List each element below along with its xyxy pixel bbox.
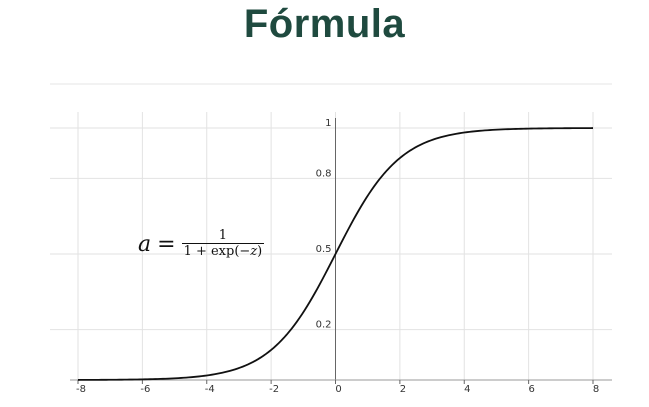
fraction-bar — [181, 243, 265, 244]
x-tick-label: 6 — [528, 384, 534, 395]
formula-fraction: 1 1 + exp(−z) — [181, 228, 265, 260]
formula-denominator-right: ) — [257, 244, 263, 259]
x-tick-label: 4 — [464, 384, 470, 395]
page-title: Fórmula — [243, 2, 406, 46]
chart-tick-labels: -8 -6 -4 -2 0 2 4 6 8 0.2 0.5 0.8 1 — [76, 118, 599, 395]
formula-denominator-var: z — [250, 244, 258, 259]
y-tick-label: 1 — [325, 118, 331, 129]
y-tick-label: 0.2 — [316, 320, 332, 331]
x-tick-label: 8 — [593, 384, 599, 395]
chart-axes — [70, 118, 612, 384]
x-tick-label: -2 — [269, 384, 279, 395]
x-tick-label: -6 — [140, 384, 150, 395]
formula-denominator: 1 + exp(−z) — [182, 244, 265, 260]
x-tick-label: 2 — [400, 384, 406, 395]
y-tick-label: 0.8 — [316, 168, 332, 179]
chart-series — [77, 127, 594, 381]
x-tick-label: -8 — [76, 384, 86, 395]
x-tick-label: -4 — [205, 384, 215, 395]
sigmoid-formula: a = 1 1 + exp(−z) — [138, 228, 265, 260]
y-tick-label: 0.5 — [316, 244, 332, 255]
sigmoid-curve — [77, 127, 594, 381]
formula-equals: = — [157, 232, 176, 257]
formula-lhs: a — [138, 232, 152, 257]
formula-numerator: 1 — [218, 228, 228, 243]
formula-denominator-left: 1 + exp(− — [183, 244, 251, 259]
x-tick-label: 0 — [335, 384, 341, 395]
